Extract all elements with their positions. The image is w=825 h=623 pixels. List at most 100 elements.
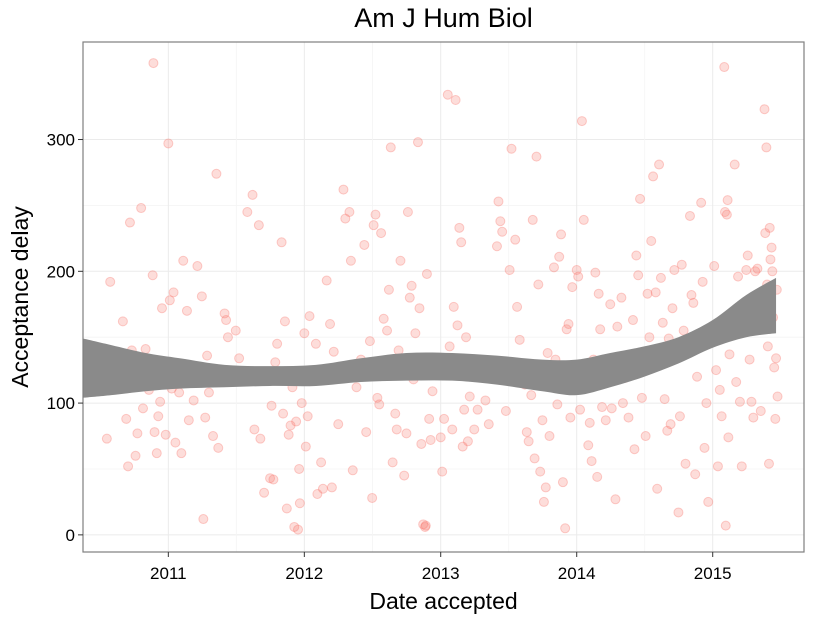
data-point xyxy=(285,420,296,431)
smooth-band xyxy=(83,277,777,398)
data-point xyxy=(376,228,387,239)
data-point xyxy=(662,425,673,436)
data-point xyxy=(304,311,315,322)
data-point xyxy=(437,466,448,477)
data-point xyxy=(606,403,617,414)
data-point xyxy=(514,334,525,345)
data-point xyxy=(565,412,576,423)
chart-title: Am J Hum Biol xyxy=(354,3,533,33)
data-point xyxy=(510,234,521,245)
data-point xyxy=(368,220,379,231)
data-point xyxy=(563,319,574,330)
data-point xyxy=(610,494,621,505)
data-point xyxy=(731,377,742,387)
data-point xyxy=(701,398,712,409)
data-point xyxy=(412,137,423,148)
data-point xyxy=(196,291,207,302)
data-point xyxy=(333,419,344,430)
data-point xyxy=(495,216,506,227)
data-point xyxy=(629,444,640,455)
data-point xyxy=(328,346,339,357)
data-point xyxy=(763,458,774,469)
data-point xyxy=(523,436,534,447)
data-point xyxy=(164,295,175,306)
data-point xyxy=(659,394,670,405)
y-tick-label: 0 xyxy=(66,526,75,545)
data-point xyxy=(616,292,627,303)
data-point xyxy=(667,303,678,314)
data-point xyxy=(291,416,302,427)
x-tick-label: 2011 xyxy=(150,564,187,583)
data-point xyxy=(340,213,351,224)
data-point xyxy=(573,271,584,282)
data-point xyxy=(117,316,128,327)
data-point xyxy=(155,396,166,407)
data-point xyxy=(163,138,174,149)
y-axis-ticks: 0 100 200 300 xyxy=(47,131,83,545)
data-point xyxy=(692,371,703,382)
data-point xyxy=(351,382,362,393)
data-point xyxy=(556,229,567,240)
data-point xyxy=(617,398,628,409)
data-point xyxy=(531,151,542,162)
data-point xyxy=(421,268,432,279)
data-point xyxy=(192,261,203,272)
data-point xyxy=(272,338,283,349)
data-point xyxy=(690,469,701,480)
data-point xyxy=(472,404,483,415)
data-point xyxy=(762,341,773,352)
data-point xyxy=(420,520,431,531)
data-point xyxy=(554,251,565,262)
data-point xyxy=(399,470,410,481)
data-point xyxy=(723,432,734,443)
data-point xyxy=(372,392,383,403)
data-point xyxy=(640,431,651,442)
data-point xyxy=(655,272,666,283)
data-point xyxy=(310,338,321,349)
data-point xyxy=(699,442,710,453)
data-point xyxy=(130,450,141,461)
data-point xyxy=(714,384,725,395)
data-point xyxy=(259,487,270,498)
data-point xyxy=(742,250,753,261)
data-point xyxy=(483,419,494,430)
data-point xyxy=(255,433,266,444)
data-point xyxy=(382,325,393,336)
data-point xyxy=(105,276,116,287)
data-point xyxy=(148,58,159,69)
data-point xyxy=(121,413,132,424)
data-point xyxy=(741,264,752,275)
data-point xyxy=(317,483,328,494)
data-point xyxy=(631,250,642,261)
data-point xyxy=(325,319,336,330)
data-point xyxy=(390,408,401,419)
data-point xyxy=(347,465,358,476)
data-point xyxy=(459,404,470,415)
data-point xyxy=(410,328,421,339)
data-point xyxy=(600,415,611,426)
data-point xyxy=(650,287,661,298)
data-point xyxy=(414,303,425,314)
data-point xyxy=(674,411,685,422)
data-point xyxy=(401,428,412,439)
data-point xyxy=(383,284,394,295)
data-point xyxy=(766,242,777,253)
data-point xyxy=(101,433,112,444)
data-point xyxy=(684,210,695,221)
data-point xyxy=(529,453,540,464)
data-point xyxy=(586,456,597,467)
data-point xyxy=(294,498,305,509)
data-point xyxy=(644,332,655,343)
data-point xyxy=(137,403,148,414)
data-point xyxy=(595,324,606,335)
data-point xyxy=(230,325,241,336)
plot-border xyxy=(82,41,805,553)
data-point xyxy=(709,261,720,272)
data-point xyxy=(418,519,429,530)
data-point xyxy=(764,222,775,233)
data-point xyxy=(526,390,537,401)
data-point xyxy=(316,457,327,468)
data-point xyxy=(385,142,396,153)
data-point xyxy=(593,288,604,299)
data-point xyxy=(406,280,417,291)
